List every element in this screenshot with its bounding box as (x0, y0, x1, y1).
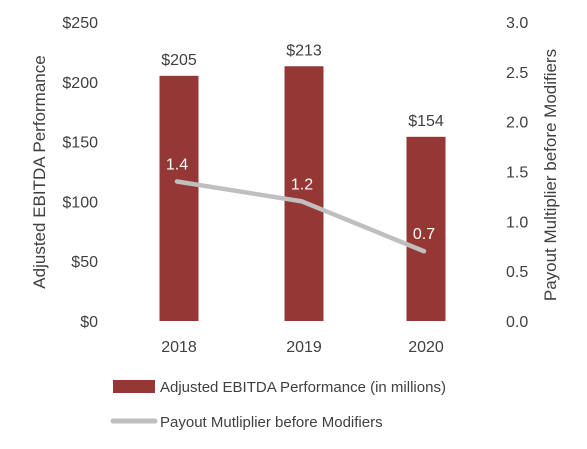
bar-data-label-2020: $154 (408, 113, 444, 130)
right-tick-label: 0.5 (506, 264, 528, 281)
legend: Adjusted EBITDA Performance (in millions… (110, 379, 446, 431)
labels-layer: $205 $213 $154 1.4 1.2 0.7 (161, 42, 444, 243)
right-tick-label: 2.0 (506, 115, 528, 132)
legend-bar-label: Adjusted EBITDA Performance (in millions… (160, 379, 446, 396)
left-tick-label: $50 (71, 254, 98, 271)
left-tick-label: $100 (62, 194, 98, 211)
right-tick-label: 2.5 (506, 65, 528, 82)
bar-2019 (284, 66, 324, 321)
legend-line-label: Payout Mutliplier before Modifiers (160, 414, 383, 431)
bar-2020 (406, 136, 446, 321)
line-data-label-2019: 1.2 (291, 176, 313, 193)
bar-2018 (159, 75, 199, 321)
legend-bar-swatch (113, 380, 155, 393)
left-axis-title: Adjusted EBITDA Performance (30, 55, 49, 288)
right-tick-label: 1.0 (506, 214, 528, 231)
right-tick-label: 0.0 (506, 314, 528, 331)
right-axis-ticks: 0.0 0.5 1.0 1.5 2.0 2.5 3.0 (506, 15, 528, 331)
left-tick-label: $200 (62, 75, 98, 92)
category-label: 2019 (286, 339, 322, 356)
left-tick-label: $0 (80, 314, 98, 331)
right-axis-title: Payout Multiplier before Modifiers (541, 49, 560, 301)
line-data-label-2018: 1.4 (166, 156, 188, 173)
line-data-label-2020: 0.7 (413, 226, 435, 243)
right-tick-label: 3.0 (506, 15, 528, 32)
category-label: 2018 (161, 339, 197, 356)
left-axis-ticks: $0 $50 $100 $150 $200 $250 (62, 15, 98, 331)
left-tick-label: $250 (62, 15, 98, 32)
payout-multiplier-line (174, 179, 427, 254)
bar-data-label-2019: $213 (286, 42, 322, 59)
category-label: 2020 (408, 339, 444, 356)
right-tick-label: 1.5 (506, 165, 528, 182)
line-layer (174, 179, 427, 254)
category-labels: 2018 2019 2020 (161, 339, 444, 356)
left-tick-label: $150 (62, 135, 98, 152)
bar-data-label-2018: $205 (161, 52, 197, 69)
bars-layer (159, 66, 446, 321)
